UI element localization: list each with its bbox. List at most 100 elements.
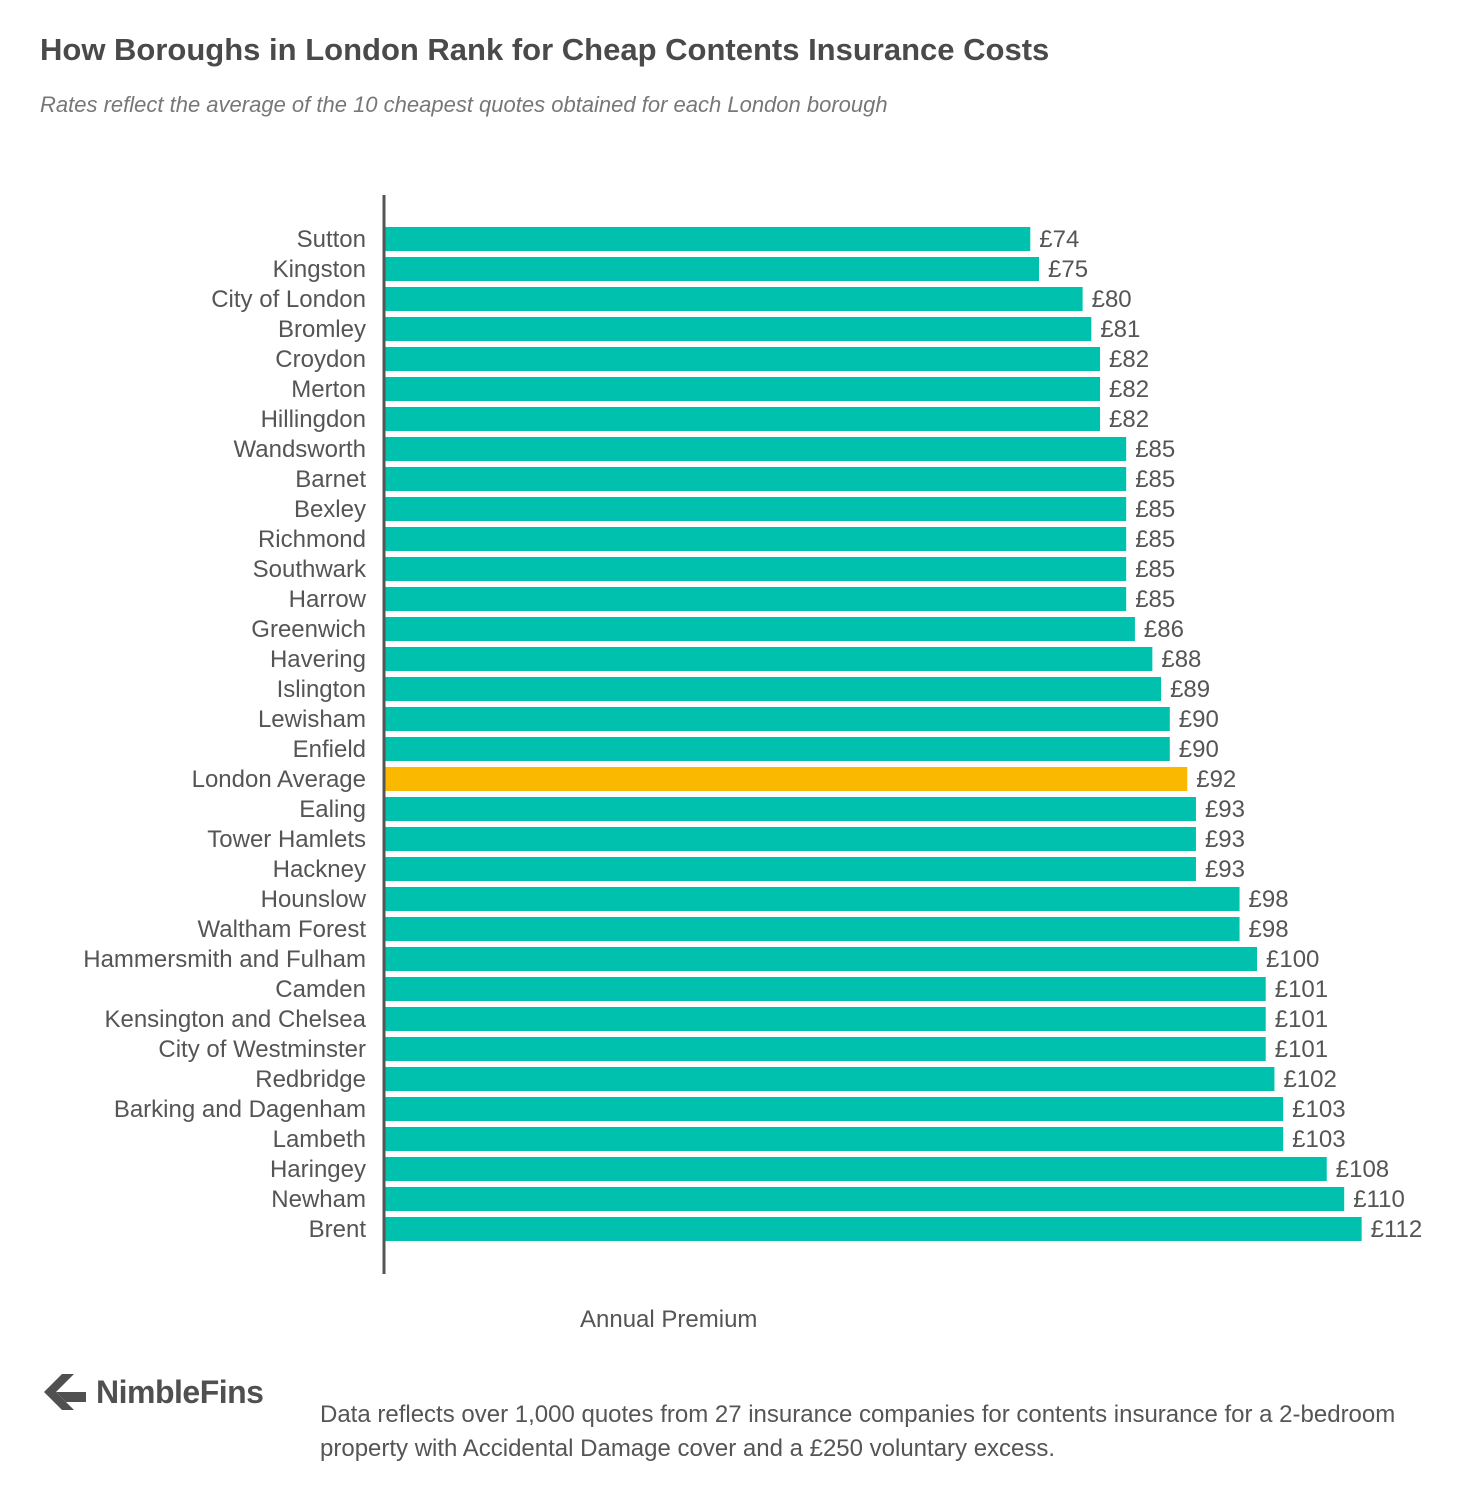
category-label: Ealing [299,796,366,823]
bar [385,497,1127,521]
category-label: Hillingdon [261,406,366,433]
value-label: £75 [1048,256,1088,283]
category-label: Greenwich [251,616,366,643]
bar [385,557,1127,581]
category-label: Merton [291,376,366,403]
bar [385,617,1135,641]
value-label: £80 [1092,286,1132,313]
category-label: Barking and Dagenham [114,1096,366,1123]
value-label: £85 [1135,526,1175,553]
category-label: Islington [277,676,366,703]
bar [385,707,1170,731]
category-label: Newham [271,1186,366,1213]
value-label: £85 [1135,586,1175,613]
value-label: £90 [1179,736,1219,763]
value-label: £90 [1179,706,1219,733]
brand-name: NimbleFins [96,1373,264,1410]
value-label: £92 [1196,766,1236,793]
value-label: £93 [1205,796,1245,823]
bar [385,347,1101,371]
bar [385,437,1127,461]
brand-logo: NimbleFins [40,1372,264,1412]
value-label: £112 [1371,1216,1423,1243]
bar [385,1217,1362,1241]
chart-subtitle: Rates reflect the average of the 10 chea… [40,92,888,117]
bar-chart: Sutton £74 Kingston £75 City of London £80 Bro… [83,195,1422,1274]
category-label: Enfield [293,736,366,763]
category-label: Redbridge [255,1066,366,1093]
bar [385,677,1162,701]
value-label: £103 [1292,1096,1345,1123]
value-label: £98 [1249,916,1289,943]
value-label: £82 [1109,376,1149,403]
category-label: Tower Hamlets [207,826,366,853]
bar [385,1127,1284,1151]
bar [385,1007,1266,1031]
category-label: Kensington and Chelsea [104,1006,366,1033]
value-label: £93 [1205,856,1245,883]
bar-london-average [385,767,1188,791]
value-label: £85 [1135,556,1175,583]
category-label: Hammersmith and Fulham [83,946,366,973]
category-label: Havering [270,646,366,673]
value-label: £85 [1135,436,1175,463]
chevron-logo-icon [44,1374,86,1410]
value-label: £108 [1336,1156,1389,1183]
value-label: £88 [1161,646,1201,673]
bar [385,737,1170,761]
bar [385,527,1127,551]
category-label: Lewisham [258,706,366,733]
category-label: Lambeth [273,1126,366,1153]
value-label: £98 [1249,886,1289,913]
category-label: Camden [275,976,366,1003]
value-label: £81 [1100,316,1140,343]
bar [385,467,1127,491]
category-label: Wandsworth [234,436,367,463]
category-label: City of Westminster [158,1036,366,1063]
bar [385,977,1266,1001]
value-label: £101 [1275,1006,1328,1033]
category-label: Southwark [253,556,367,583]
value-label: £86 [1144,616,1184,643]
value-label: £74 [1039,226,1079,253]
value-label: £85 [1135,466,1175,493]
category-label: Hounslow [261,886,367,913]
category-label: Bexley [294,496,366,523]
category-label: Richmond [258,526,366,553]
bar [385,827,1196,851]
bar [385,257,1039,281]
bar [385,407,1101,431]
bars-group: Sutton £74 Kingston £75 City of London £80 Bro… [83,226,1422,1243]
bar [385,287,1083,311]
bar [385,887,1240,911]
category-label: Barnet [295,466,366,493]
value-label: £101 [1275,976,1328,1003]
category-label: City of London [211,286,366,313]
value-label: £101 [1275,1036,1328,1063]
category-label: Waltham Forest [198,916,367,943]
bar [385,857,1196,881]
bar [385,947,1257,971]
footnote: Data reflects over 1,000 quotes from 27 … [320,1401,1396,1462]
category-label: Kingston [273,256,366,283]
category-label: Harrow [289,586,367,613]
category-label: Sutton [297,226,366,253]
value-label: £110 [1353,1186,1405,1213]
bar [385,797,1196,821]
category-label: Croydon [275,346,366,373]
bar [385,917,1240,941]
bar [385,1187,1345,1211]
category-label: Brent [309,1216,367,1243]
category-label: Bromley [278,316,366,343]
bar [385,1037,1266,1061]
bar [385,227,1031,251]
bar [385,1097,1284,1121]
x-axis-label: Annual Premium [580,1306,758,1333]
bar [385,1157,1327,1181]
bar [385,587,1127,611]
value-label: £85 [1135,496,1175,523]
bar [385,317,1092,341]
category-label: Hackney [273,856,366,883]
value-label: £82 [1109,406,1149,433]
bar [385,377,1101,401]
